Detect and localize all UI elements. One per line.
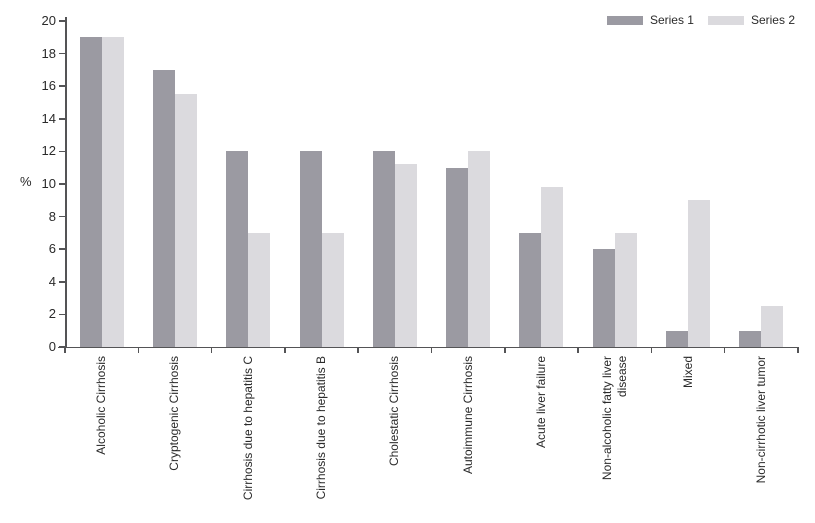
x-label-slot: Non-alcoholic fatty liver disease [578,356,651,480]
legend-swatch-series-1-icon [606,15,643,25]
y-axis-tick [59,52,65,55]
x-label-slot: Cryptogenic Cirrhosis [138,356,211,471]
y-axis-tick [59,281,65,283]
y-tick-label: 8 [48,208,56,224]
x-category-label-cirrhosis-due-to-hepatitis-b: Cirrhosis due to hepatitis B [314,356,329,500]
bar-series1-non-alcoholic-fatty-liver [592,249,615,347]
bar-series2-cirrhosis-due-to-hepatitis-b [321,232,344,347]
bar-series1-mixed [666,330,689,347]
x-category-label-cirrhosis-due-to-hepatitis-c: Cirrhosis due to hepatitis C [240,356,255,501]
bar-series2-mixed [688,200,711,347]
bar-series2-cholestatic-cirrhosis [394,164,417,347]
bar-series2-cryptogenic-cirrhosis [174,94,197,347]
x-axis-tick [650,348,653,353]
x-label-slot: Acute liver failure [505,356,578,448]
x-category-label-autoimmune-cirrhosis: Autoimmune Cirrhosis [460,356,475,475]
y-axis-tick [59,313,65,316]
x-category-label-cholestatic-cirrhosis: Cholestatic Cirrhosis [387,356,402,467]
legend-label-series-2: Series 2 [750,13,795,27]
bar-series2-non-cirrhotic-liver-tumor [761,306,784,347]
x-axis-tick [210,348,213,353]
legend: Series 1 Series 2 [606,13,795,27]
x-axis-tick [137,348,140,353]
y-axis-tick [59,248,65,250]
bar-series2-autoimmune-cirrhosis [468,151,491,347]
x-axis-tick [577,348,579,353]
bar-series2-alcoholic-cirrhosis [101,37,124,347]
bar-series1-cirrhosis-due-to-hepatitis-b [299,151,322,347]
x-label-slot: Non-cirrhotic liver tumor [725,356,798,483]
y-tick-label: 10 [41,176,56,191]
x-label-slot: Mixed [651,356,724,388]
x-axis-tick [797,348,799,353]
x-category-label-cryptogenic-cirrhosis: Cryptogenic Cirrhosis [167,356,182,471]
x-category-label-mixed: Mixed [680,356,695,389]
x-label-slot: Cirrhosis due to hepatitis B [285,356,358,499]
legend-swatch-series-2-icon [707,15,744,25]
x-axis-tick [430,348,433,353]
y-axis-line [65,17,67,348]
bar-series2-acute-liver-failure [541,187,564,347]
x-label-slot: Cirrhosis due to hepatitis C [212,356,285,500]
y-tick-label: 2 [48,306,56,322]
y-tick-label: 0 [48,339,56,354]
y-tick-label: 12 [41,143,56,159]
y-axis-tick [59,346,65,348]
x-axis-tick [504,348,506,353]
x-category-label-acute-liver-failure: Acute liver failure [533,356,548,449]
bar-series2-non-alcoholic-fatty-liver [614,232,637,347]
bar-series1-cryptogenic-cirrhosis [152,69,175,347]
x-label-slot: Cholestatic Cirrhosis [358,356,431,466]
y-axis-tick [59,20,65,22]
legend-label-series-1: Series 1 [649,13,694,27]
bar-series1-non-cirrhotic-liver-tumor [739,330,762,347]
legend-item-series-1: Series 1 [606,13,694,27]
x-axis-tick [284,348,286,353]
y-axis-tick [59,183,65,185]
x-axis-tick [357,348,359,353]
y-axis-tick [59,118,65,120]
y-axis-tick [59,85,65,87]
x-category-label-non-cirrhotic-liver-tumor: Non-cirrhotic liver tumor [753,356,768,484]
y-tick-label: 16 [41,78,56,94]
bar-series1-alcoholic-cirrhosis [79,37,102,347]
x-category-label-alcoholic-cirrhosis: Alcoholic Cirrhosis [94,356,109,455]
bar-series2-cirrhosis-due-to-hepatitis-c [248,232,271,347]
y-axis-title: % [20,174,32,189]
x-axis-line [58,346,799,348]
y-axis-tick [59,215,65,218]
bar-series1-acute-liver-failure [519,232,542,347]
x-category-label-non-alcoholic-fatty-liver: Non-alcoholic fatty liver disease [599,356,629,481]
x-axis-tick [723,348,726,353]
y-tick-label: 4 [48,273,56,289]
x-label-slot: Alcoholic Cirrhosis [65,356,138,455]
x-label-slot: Autoimmune Cirrhosis [432,356,505,474]
bar-series1-cirrhosis-due-to-hepatitis-c [226,151,249,347]
y-tick-label: 20 [41,13,56,28]
x-axis-tick [64,348,66,353]
bar-series1-cholestatic-cirrhosis [372,151,395,347]
y-tick-label: 14 [41,110,56,126]
legend-item-series-2: Series 2 [707,13,795,27]
bar-series1-autoimmune-cirrhosis [446,167,469,347]
y-tick-label: 18 [41,45,56,61]
y-axis-tick [59,150,65,153]
y-tick-label: 6 [48,241,56,257]
